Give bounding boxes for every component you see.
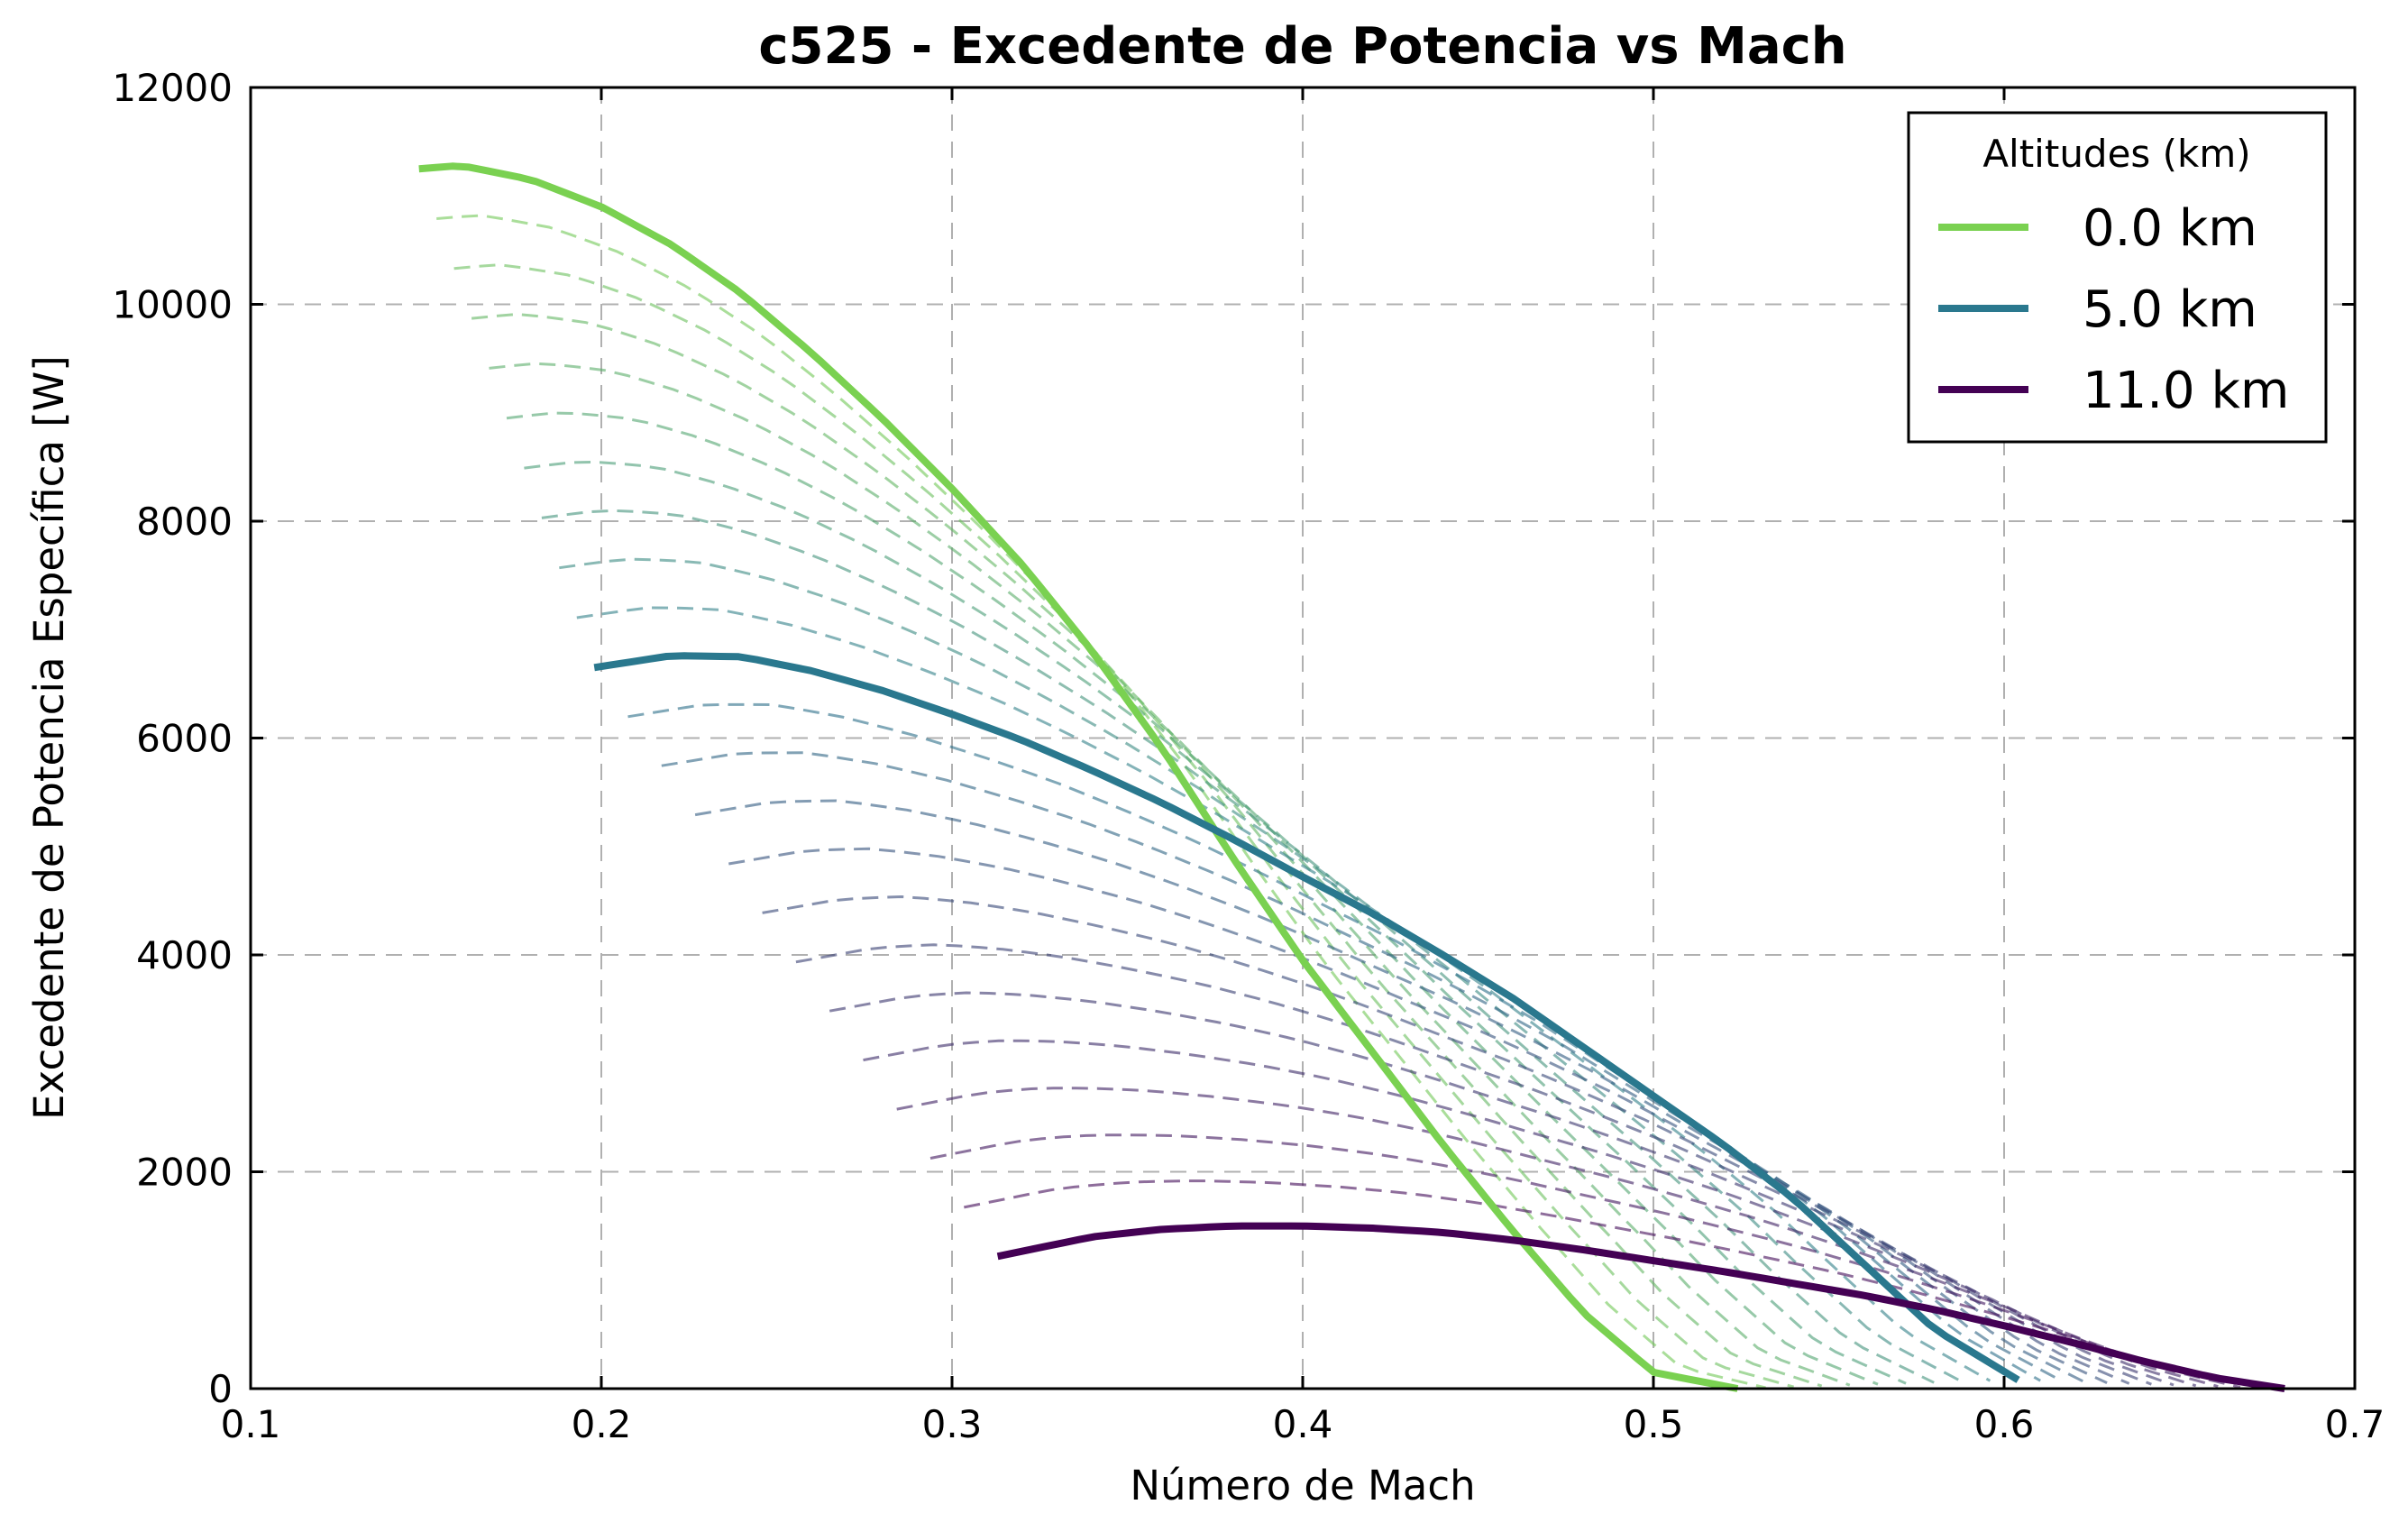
y-axis-label: Excedente de Potencia Específica [W]	[25, 355, 73, 1120]
series-line-11km	[996, 1222, 2285, 1392]
chart-title: c525 - Excedente de Potencia vs Mach	[758, 17, 1846, 76]
x-tick-label: 0.7	[2325, 1402, 2385, 1446]
altitude-curve-dashed	[453, 263, 1795, 1389]
legend-label-11km: 11.0 km	[2083, 362, 2289, 420]
altitude-curve-dashed	[489, 362, 1851, 1387]
altitude-curve-dashed	[524, 460, 1907, 1385]
y-tick-label: 0	[208, 1367, 233, 1411]
series-line-0km	[418, 162, 1739, 1392]
altitude-curve-dashed	[728, 847, 2108, 1384]
altitude-curve-dashed	[863, 1039, 2197, 1388]
altitude-curve-dashed	[762, 894, 2130, 1385]
altitude-curve-dashed	[964, 1179, 2263, 1390]
x-tick-label: 0.4	[1273, 1402, 1333, 1446]
y-ticks: 0 2000 4000 6000 8000 10000 12000	[112, 66, 2355, 1411]
y-tick-label: 8000	[136, 500, 233, 544]
y-tick-label: 6000	[136, 717, 233, 761]
altitude-curve-dashed	[627, 702, 2041, 1382]
x-tick-label: 0.2	[572, 1402, 632, 1446]
series-line-5km	[593, 652, 2020, 1383]
altitude-curve-dashed	[829, 991, 2175, 1387]
legend-label-0km: 0.0 km	[2083, 199, 2257, 258]
x-ticks: 0.1 0.2 0.3 0.4 0.5 0.6 0.7	[221, 87, 2385, 1446]
altitude-curve-dashed	[541, 509, 1935, 1384]
y-tick-label: 2000	[136, 1151, 233, 1195]
series-lines	[418, 162, 2285, 1392]
x-tick-label: 0.6	[1974, 1402, 2035, 1446]
altitude-curve-dashed	[559, 557, 1963, 1383]
altitude-curve-dashed	[471, 312, 1823, 1388]
altitude-curve-dashed	[576, 606, 1991, 1382]
y-tick-label: 12000	[112, 66, 233, 110]
altitude-curve-dashed	[929, 1133, 2241, 1389]
legend: Altitudes (km) 0.0 km 5.0 km 11.0 km	[1907, 111, 2328, 444]
legend-label-5km: 5.0 km	[2083, 280, 2257, 339]
x-tick-label: 0.3	[922, 1402, 983, 1446]
x-axis-label: Número de Mach	[1130, 1462, 1475, 1509]
altitude-curve-dashed	[694, 799, 2086, 1384]
x-tick-label: 0.5	[1624, 1402, 1684, 1446]
altitude-curve-dashed	[661, 751, 2064, 1383]
legend-title: Altitudes (km)	[1982, 132, 2250, 176]
altitude-curve-dashed	[506, 411, 1879, 1386]
y-tick-label: 4000	[136, 933, 233, 977]
altitude-curve-dashed	[896, 1087, 2219, 1389]
y-tick-label: 10000	[112, 283, 233, 327]
x-tick-label: 0.1	[221, 1402, 281, 1446]
